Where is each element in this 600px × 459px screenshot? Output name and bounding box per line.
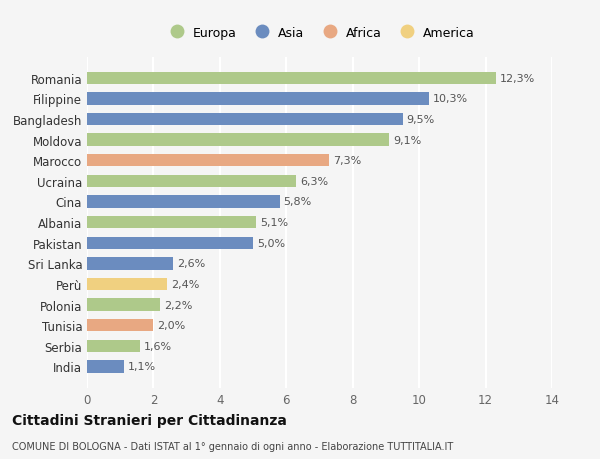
Text: 12,3%: 12,3% bbox=[500, 73, 535, 84]
Bar bbox=[87, 299, 160, 311]
Text: COMUNE DI BOLOGNA - Dati ISTAT al 1° gennaio di ogni anno - Elaborazione TUTTITA: COMUNE DI BOLOGNA - Dati ISTAT al 1° gen… bbox=[12, 441, 453, 451]
Text: 10,3%: 10,3% bbox=[433, 94, 468, 104]
Bar bbox=[87, 237, 253, 249]
Bar bbox=[87, 155, 329, 167]
Text: 9,1%: 9,1% bbox=[393, 135, 421, 146]
Bar bbox=[87, 196, 280, 208]
Text: Cittadini Stranieri per Cittadinanza: Cittadini Stranieri per Cittadinanza bbox=[12, 414, 287, 428]
Text: 6,3%: 6,3% bbox=[300, 176, 328, 186]
Legend: Europa, Asia, Africa, America: Europa, Asia, Africa, America bbox=[162, 24, 477, 42]
Bar bbox=[87, 73, 496, 85]
Bar bbox=[87, 360, 124, 373]
Text: 5,8%: 5,8% bbox=[284, 197, 312, 207]
Text: 5,0%: 5,0% bbox=[257, 238, 285, 248]
Text: 9,5%: 9,5% bbox=[407, 115, 435, 125]
Bar bbox=[87, 319, 154, 332]
Text: 1,6%: 1,6% bbox=[144, 341, 172, 351]
Text: 7,3%: 7,3% bbox=[334, 156, 362, 166]
Text: 2,4%: 2,4% bbox=[170, 280, 199, 289]
Bar bbox=[87, 340, 140, 352]
Text: 1,1%: 1,1% bbox=[128, 362, 155, 372]
Bar bbox=[87, 278, 167, 291]
Text: 2,2%: 2,2% bbox=[164, 300, 193, 310]
Bar bbox=[87, 93, 429, 105]
Bar bbox=[87, 175, 296, 188]
Bar bbox=[87, 134, 389, 146]
Text: 2,0%: 2,0% bbox=[157, 320, 185, 330]
Bar bbox=[87, 113, 403, 126]
Text: 2,6%: 2,6% bbox=[178, 259, 206, 269]
Bar bbox=[87, 257, 173, 270]
Text: 5,1%: 5,1% bbox=[260, 218, 289, 228]
Bar bbox=[87, 217, 256, 229]
